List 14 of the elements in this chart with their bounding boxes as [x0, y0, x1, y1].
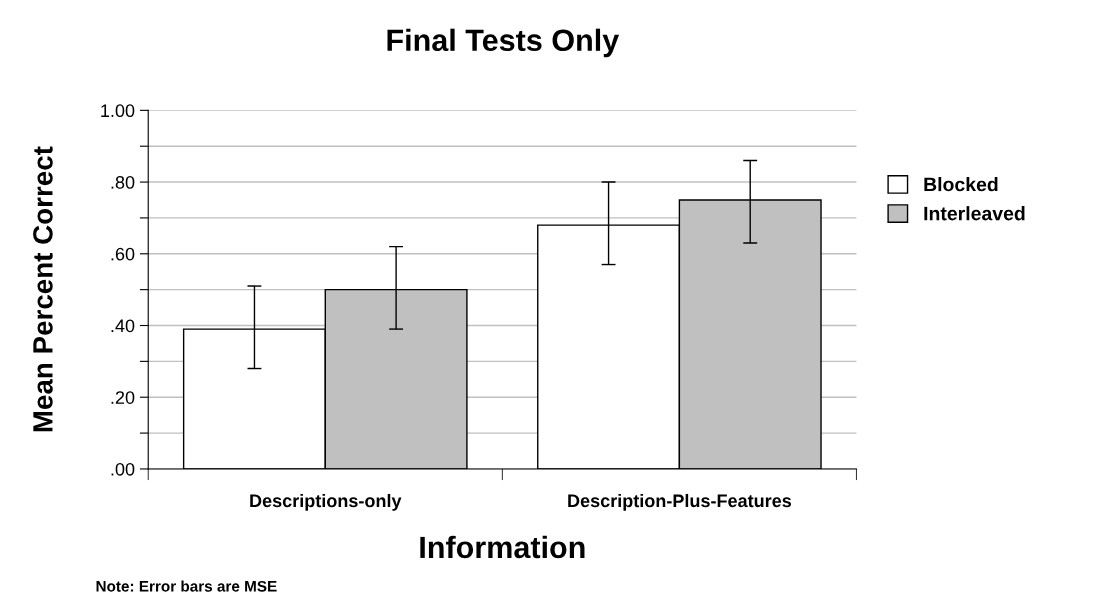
text: Note: Error bars are MSE: [96, 580, 277, 592]
legend-label: Blocked: [924, 177, 998, 192]
x-tick-label: Description-Plus-Features: [568, 493, 792, 511]
y-tick-label: .20: [111, 391, 135, 404]
y-tick-label: .00: [111, 462, 135, 476]
y-tick-label: .80: [111, 176, 135, 189]
chart-title: Final Tests Only: [387, 28, 620, 58]
x-tick-label: Descriptions-only: [250, 493, 402, 511]
x-axis-title: Information: [420, 535, 585, 559]
y-tick-label: .40: [111, 319, 135, 333]
y-axis-title: Mean Percent Correct: [33, 146, 53, 432]
legend-label: Interleaved: [924, 206, 1025, 221]
y-tick-label: .60: [111, 247, 135, 261]
y-tick-label: 1.00: [101, 104, 135, 118]
